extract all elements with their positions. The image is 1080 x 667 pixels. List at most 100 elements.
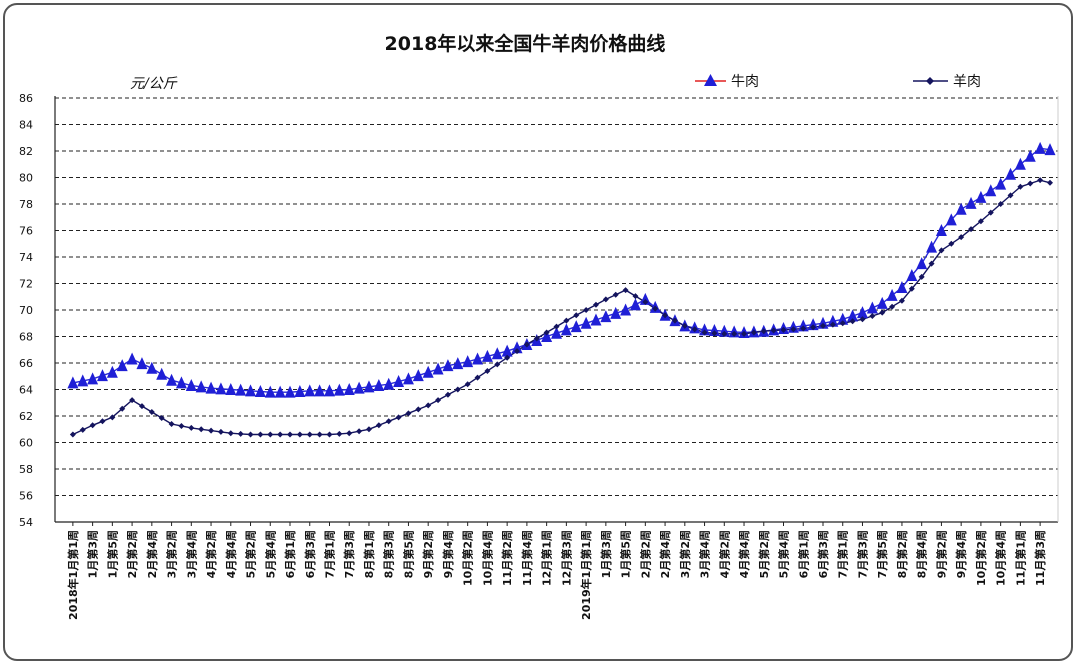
data-point-mutton [1047, 179, 1053, 186]
data-point-beef [323, 384, 335, 397]
data-point-beef [274, 385, 286, 398]
data-point-mutton [514, 348, 521, 355]
data-point-mutton [208, 427, 215, 434]
data-point-mutton [770, 327, 777, 334]
data-point-beef [106, 365, 118, 378]
data-point-mutton [188, 424, 195, 431]
data-point-beef [146, 361, 158, 374]
data-point-beef [926, 240, 938, 253]
data-point-beef [580, 316, 592, 329]
data-point-beef [422, 365, 434, 378]
data-point-beef [985, 184, 997, 197]
data-point-beef [166, 373, 178, 386]
data-point-mutton [444, 391, 451, 398]
data-point-beef [225, 383, 237, 395]
data-point-beef [1044, 143, 1056, 156]
data-point-mutton [148, 409, 155, 416]
data-point-mutton [277, 431, 284, 438]
x-tick-label: 7月第3周 [855, 530, 869, 578]
data-point-beef [373, 379, 385, 392]
data-point-mutton [741, 330, 748, 337]
data-point-mutton [928, 260, 935, 267]
data-point-mutton [977, 218, 984, 225]
x-tick-label: 11月第3周 [1033, 530, 1047, 586]
data-point-mutton [671, 317, 678, 324]
data-point-beef [264, 385, 276, 398]
x-tick-label: 11月第1周 [1013, 530, 1027, 586]
data-point-beef [363, 380, 375, 393]
data-point-beef [896, 280, 908, 293]
data-point-beef [156, 367, 168, 380]
x-tick-label: 5月第2周 [244, 530, 258, 578]
data-point-mutton [237, 430, 244, 437]
grid [55, 97, 1058, 496]
data-point-mutton [198, 426, 205, 433]
data-point-mutton [938, 247, 945, 254]
data-point-mutton [474, 374, 481, 381]
x-tick-label: 1月第5周 [619, 530, 633, 578]
data-point-mutton [889, 303, 896, 310]
data-point-mutton [731, 330, 738, 337]
chart-frame [3, 3, 1073, 661]
x-tick-label: 12月第3周 [559, 530, 573, 586]
data-point-beef [205, 381, 217, 394]
x-tick-label: 9月第2周 [421, 530, 435, 578]
data-point-mutton [346, 430, 353, 437]
data-point-beef [452, 357, 464, 370]
y-tick-label: 60 [19, 437, 33, 450]
x-tick-label: 10月第2周 [974, 530, 988, 586]
data-point-mutton [158, 414, 165, 421]
data-point-beef [235, 383, 247, 396]
data-point-beef [87, 372, 99, 385]
y-axis-ticks: 54 56 58 60 62 64 66 68 70 72 74 76 78 80 82 84 86 [19, 92, 33, 529]
data-point-mutton [652, 305, 659, 312]
legend-item-mutton[interactable]: 羊肉 [913, 74, 981, 90]
data-point-beef [136, 357, 148, 370]
data-point-mutton [435, 397, 442, 404]
x-tick-label: 2018年1月第1周 [66, 530, 80, 620]
data-point-beef [916, 257, 928, 270]
x-tick-label: 2月第2周 [125, 530, 139, 578]
data-point-mutton [948, 240, 955, 247]
data-point-mutton [257, 431, 264, 438]
data-point-beef [195, 380, 207, 393]
data-point-mutton [602, 296, 609, 303]
data-point-beef [116, 359, 128, 372]
series-line-mutton [72, 179, 1051, 436]
data-point-mutton [622, 287, 629, 294]
data-point-beef [383, 377, 395, 390]
data-point-mutton [849, 318, 856, 325]
data-point-beef [314, 384, 326, 397]
legend-item-beef[interactable]: 牛肉 [695, 74, 759, 90]
data-point-mutton [908, 285, 915, 292]
series-line-beef [72, 147, 1051, 393]
x-tick-label: 3月第2周 [678, 530, 692, 578]
data-point-beef [847, 309, 859, 322]
data-point-beef [215, 382, 227, 395]
y-tick-label: 74 [19, 251, 33, 264]
data-point-mutton [760, 328, 767, 335]
data-point-beef [491, 347, 503, 360]
data-point-mutton [247, 431, 254, 438]
x-tick-label: 3月第4周 [184, 530, 198, 578]
x-tick-label: 2月第4周 [658, 530, 672, 578]
data-point-mutton [800, 325, 807, 332]
y-unit-label: 元/公斤 [130, 76, 178, 92]
x-tick-label: 8月第3周 [382, 530, 396, 578]
data-point-mutton [109, 414, 116, 421]
data-point-beef [481, 349, 493, 362]
data-point-mutton [997, 201, 1004, 207]
data-point-beef [995, 177, 1007, 190]
data-point-mutton [119, 405, 126, 412]
y-tick-label: 54 [19, 516, 33, 529]
x-tick-label: 9月第2周 [934, 530, 948, 578]
data-point-mutton [375, 422, 382, 429]
data-point-mutton [879, 309, 886, 316]
data-point-beef [629, 298, 641, 311]
data-point-beef [501, 344, 513, 357]
data-point-beef [472, 352, 484, 365]
x-tick-label: 1月第5周 [105, 530, 119, 578]
series-markers [67, 141, 1056, 438]
data-point-beef [866, 301, 878, 314]
data-point-beef [511, 341, 523, 354]
